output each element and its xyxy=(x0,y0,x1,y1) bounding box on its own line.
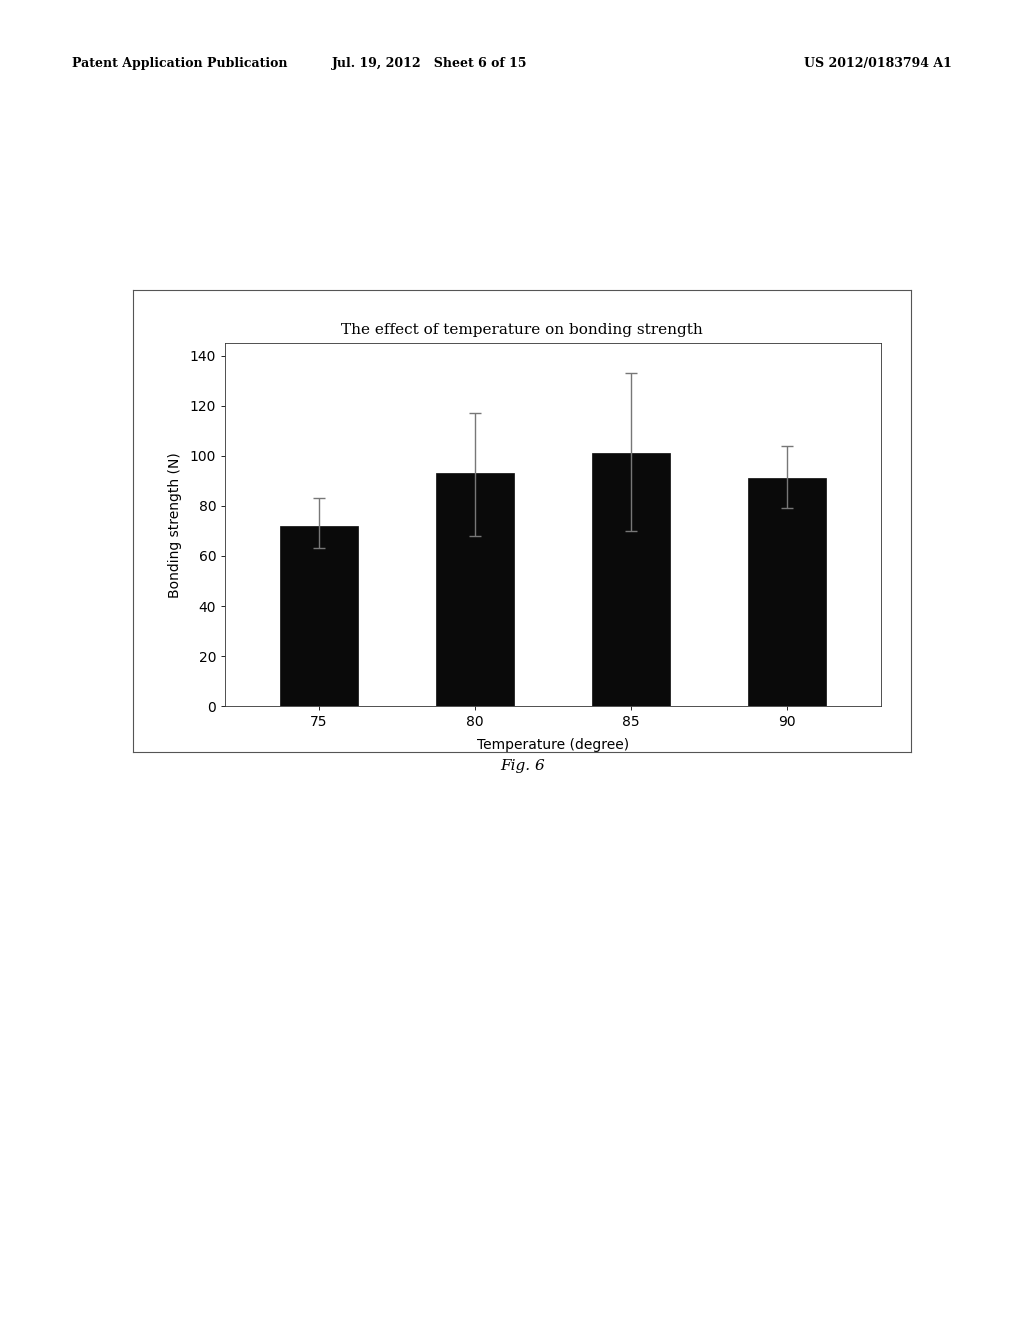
Text: Fig. 6: Fig. 6 xyxy=(500,759,545,774)
Bar xyxy=(280,525,358,706)
Text: US 2012/0183794 A1: US 2012/0183794 A1 xyxy=(805,57,952,70)
X-axis label: Temperature (degree): Temperature (degree) xyxy=(477,738,629,751)
Text: The effect of temperature on bonding strength: The effect of temperature on bonding str… xyxy=(341,323,703,338)
Bar xyxy=(436,474,514,706)
Bar xyxy=(748,478,826,706)
Y-axis label: Bonding strength (N): Bonding strength (N) xyxy=(168,451,181,598)
Text: Jul. 19, 2012   Sheet 6 of 15: Jul. 19, 2012 Sheet 6 of 15 xyxy=(333,57,527,70)
Text: Patent Application Publication: Patent Application Publication xyxy=(72,57,287,70)
Bar xyxy=(592,453,670,706)
